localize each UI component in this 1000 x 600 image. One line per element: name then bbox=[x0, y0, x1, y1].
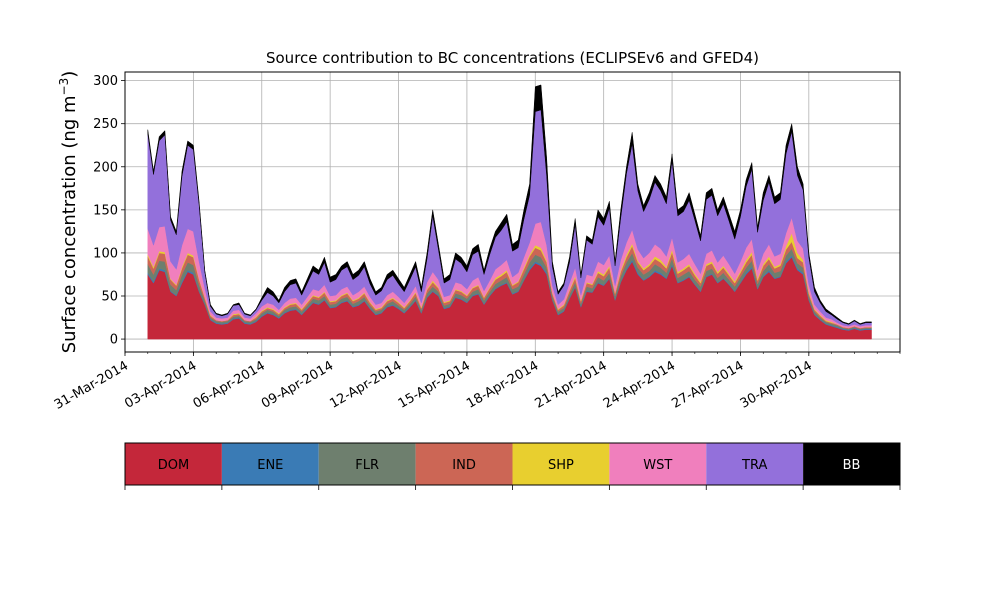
y-tick-label: 250 bbox=[93, 117, 118, 132]
legend-colorbar: DOM ENE FLR IND SHP WST TRA BB bbox=[124, 442, 901, 490]
legend-label-ene: ENE bbox=[257, 458, 283, 473]
y-axis-label: Surface concentration (ng m−3) bbox=[57, 71, 80, 354]
area-series-bb bbox=[147, 84, 872, 325]
y-tick-label: 50 bbox=[101, 290, 118, 305]
chart-title: Source contribution to BC concentrations… bbox=[266, 49, 759, 67]
legend-swatch-tra bbox=[706, 443, 804, 485]
legend-label-dom: DOM bbox=[158, 458, 189, 473]
y-axis-label-text: Surface concentration (ng m bbox=[59, 95, 80, 353]
legend-swatch-dom bbox=[125, 443, 222, 485]
legend-label-flr: FLR bbox=[355, 458, 379, 473]
x-tick-label: 18-Apr-2014 bbox=[464, 358, 541, 411]
legend-label-ind: IND bbox=[452, 458, 476, 473]
legend-swatch-bb bbox=[803, 443, 900, 485]
y-axis-label-exponent: −3 bbox=[57, 78, 71, 96]
legend-label-shp: SHP bbox=[548, 458, 574, 473]
x-tick-label: 15-Apr-2014 bbox=[396, 358, 473, 411]
x-tick-label: 06-Apr-2014 bbox=[191, 358, 268, 411]
x-tick-label: 03-Apr-2014 bbox=[122, 358, 199, 411]
legend-swatch-ene bbox=[221, 443, 319, 485]
x-tick-label: 31-Mar-2014 bbox=[52, 358, 131, 412]
y-tick-label: 300 bbox=[93, 74, 118, 89]
legend-label-wst: WST bbox=[643, 458, 672, 473]
y-axis-label-close: ) bbox=[59, 71, 80, 78]
x-tick-label: 27-Apr-2014 bbox=[669, 358, 746, 411]
legend-swatch-wst bbox=[609, 443, 707, 485]
x-tick-label: 09-Apr-2014 bbox=[259, 358, 336, 411]
x-tick-label: 24-Apr-2014 bbox=[601, 358, 678, 411]
x-tick-label: 12-Apr-2014 bbox=[327, 358, 404, 411]
x-tick-label: 30-Apr-2014 bbox=[738, 358, 815, 411]
legend-swatch-ind bbox=[415, 443, 513, 485]
area-series-group bbox=[147, 84, 872, 340]
legend-label-bb: BB bbox=[843, 458, 861, 473]
legend-swatch-shp bbox=[512, 443, 610, 485]
x-tick-label: 21-Apr-2014 bbox=[533, 358, 610, 411]
y-tick-label: 150 bbox=[93, 203, 118, 218]
y-tick-label: 100 bbox=[93, 246, 118, 261]
plot-frame bbox=[124, 71, 901, 353]
y-tick-label: 200 bbox=[93, 160, 118, 175]
legend-swatch-flr bbox=[318, 443, 416, 485]
y-tick-label: 0 bbox=[110, 333, 118, 348]
legend-label-tra: TRA bbox=[741, 458, 767, 473]
